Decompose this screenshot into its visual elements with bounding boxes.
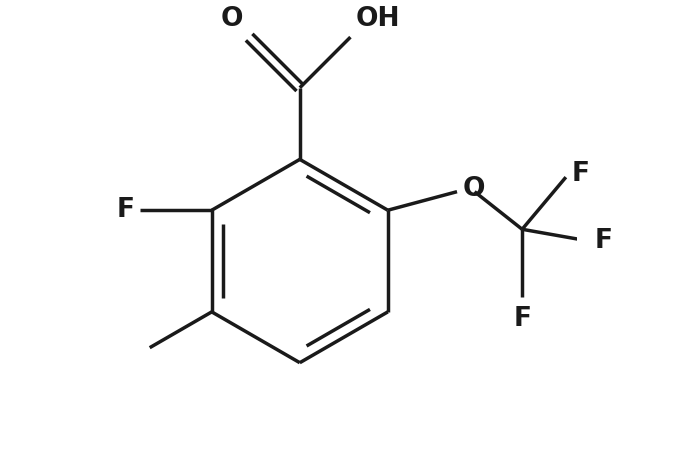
Text: F: F [513,305,531,332]
Text: O: O [221,6,244,31]
Text: O: O [463,176,486,202]
Text: F: F [572,162,590,187]
Text: F: F [594,228,612,254]
Text: F: F [116,197,134,223]
Text: OH: OH [356,6,401,31]
